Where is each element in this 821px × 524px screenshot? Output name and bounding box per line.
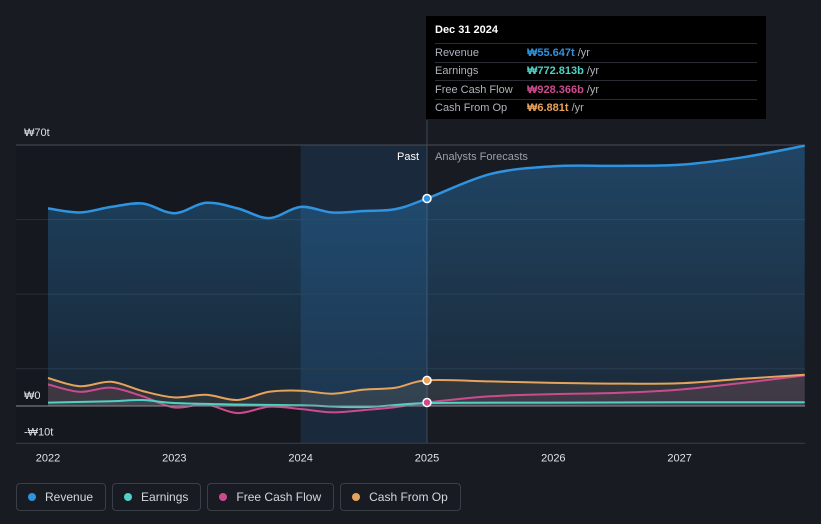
x-tick-label: 2023 bbox=[162, 452, 186, 464]
legend-label: Free Cash Flow bbox=[236, 490, 322, 504]
tooltip-row-cash-from-op: Cash From Op ₩6.881t /yr bbox=[435, 98, 757, 118]
free-cash-flow-line bbox=[47, 374, 805, 415]
revenue-marker bbox=[422, 193, 432, 204]
tooltip-value: ₩55.647t bbox=[527, 46, 575, 59]
legend-dot-icon bbox=[124, 493, 133, 501]
x-tick-label: 2024 bbox=[288, 452, 312, 464]
x-tick-label: 2027 bbox=[667, 452, 691, 464]
y-label-min: -₩10t bbox=[24, 426, 53, 438]
tooltip-label: Cash From Op bbox=[435, 102, 508, 115]
tooltip-value: ₩928.366b bbox=[527, 83, 584, 96]
tooltip-unit: /yr bbox=[586, 65, 600, 78]
tooltip-label: Earnings bbox=[435, 65, 479, 78]
tooltip: Dec 31 2024 Revenue ₩55.647t /yr Earning… bbox=[426, 16, 766, 119]
tooltip-label: Free Cash Flow bbox=[435, 83, 513, 96]
tooltip-value: ₩6.881t bbox=[527, 102, 569, 115]
tooltip-row-revenue: Revenue ₩55.647t /yr bbox=[435, 43, 757, 62]
legend-item-earnings[interactable]: Earnings bbox=[112, 483, 202, 511]
free-cash-flow-area bbox=[48, 375, 805, 414]
tooltip-unit: /yr bbox=[586, 83, 600, 96]
tooltip-date: Dec 31 2024 bbox=[435, 24, 498, 36]
cash-from-op-marker bbox=[422, 375, 432, 386]
past-label: Past bbox=[397, 151, 419, 163]
legend-item-free-cash-flow[interactable]: Free Cash Flow bbox=[207, 483, 335, 511]
legend-dot-icon bbox=[28, 493, 36, 501]
tooltip-row-earnings: Earnings ₩772.813b /yr bbox=[435, 61, 757, 81]
earnings-line bbox=[47, 398, 805, 409]
y-label-max: ₩70t bbox=[24, 127, 50, 139]
tooltip-value: ₩772.813b bbox=[527, 65, 584, 78]
revenue-line bbox=[47, 144, 805, 220]
tooltip-row-free-cash-flow: Free Cash Flow ₩928.366b /yr bbox=[435, 80, 757, 99]
tooltip-label: Revenue bbox=[435, 46, 480, 59]
legend-item-cash-from-op[interactable]: Cash From Op bbox=[340, 483, 461, 511]
free-cash-flow-marker bbox=[422, 397, 432, 408]
legend-dot-icon bbox=[352, 493, 361, 501]
y-label-zero: ₩0 bbox=[24, 390, 41, 402]
legend-label: Revenue bbox=[45, 490, 94, 504]
x-tick-label: 2025 bbox=[415, 452, 439, 464]
chart: ₩70t ₩0 -₩10t Past Analysts Forecasts 2022 202… bbox=[16, 120, 805, 464]
tooltip-unit: /yr bbox=[577, 46, 590, 59]
legend: Revenue Earnings Free Cash Flow Cash Fro… bbox=[16, 483, 461, 511]
cash-from-op-line bbox=[47, 373, 805, 402]
x-tick-label: 2026 bbox=[541, 452, 565, 464]
legend-dot-icon bbox=[219, 493, 228, 501]
legend-label: Earnings bbox=[141, 490, 189, 504]
legend-item-revenue[interactable]: Revenue bbox=[16, 483, 107, 511]
tooltip-unit: /yr bbox=[571, 102, 584, 115]
legend-label: Cash From Op bbox=[369, 490, 448, 504]
cash-from-op-area bbox=[48, 374, 805, 406]
forecast-label: Analysts Forecasts bbox=[435, 151, 528, 163]
revenue-area bbox=[48, 145, 805, 406]
x-tick-label: 2022 bbox=[36, 452, 60, 464]
